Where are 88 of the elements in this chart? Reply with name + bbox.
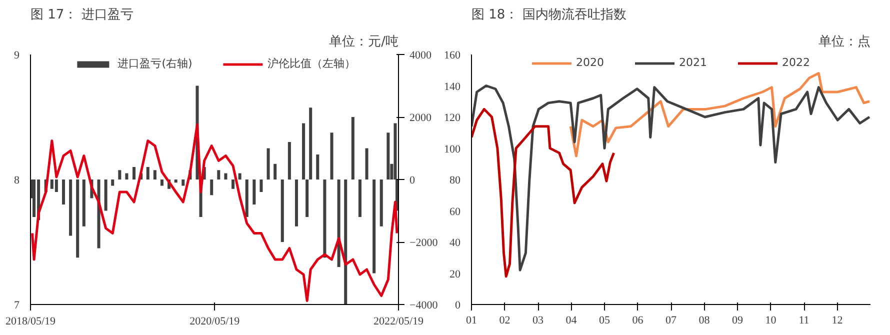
bar: [111, 180, 114, 186]
bar: [224, 173, 228, 180]
legend-label: 2022: [782, 56, 810, 69]
bar: [153, 170, 156, 180]
y2-tick-label: −2000: [410, 237, 438, 249]
x-tick-label: 2020/05/19: [190, 316, 240, 328]
line-series: [472, 108, 616, 278]
line-series: [31, 123, 398, 302]
y-tick-label: 7: [14, 300, 20, 312]
y-tick-label: 40: [450, 237, 461, 249]
bar: [245, 180, 248, 217]
y-tick-label: 0: [455, 300, 461, 312]
chart-title: 图 18： 国内物流吞吐指数: [472, 6, 626, 22]
x-tick-label: 05: [599, 314, 610, 326]
bar: [182, 180, 185, 186]
x-tick-label: 06: [632, 314, 644, 326]
x-tick-label: 09: [732, 314, 744, 326]
x-tick-label: 11: [798, 314, 810, 326]
bar: [118, 170, 122, 180]
y-tick-label: 100: [444, 143, 461, 156]
chart-subtitle: 单位：点: [818, 34, 870, 50]
bar: [210, 180, 214, 196]
line-series: [569, 72, 870, 158]
bar: [260, 180, 263, 192]
bar: [309, 108, 312, 180]
bar: [365, 148, 368, 180]
bar: [344, 180, 348, 304]
bar: [316, 154, 320, 180]
bar: [76, 180, 80, 258]
y-tick-label: 140: [444, 80, 461, 93]
bar: [280, 180, 284, 242]
bar: [386, 132, 390, 180]
bar: [302, 123, 306, 180]
y-tick-label: 9: [14, 50, 20, 62]
bar: [132, 167, 136, 180]
legend-label: 2021: [679, 56, 707, 69]
x-tick-label: 03: [532, 314, 544, 326]
y-tick-label: 60: [450, 206, 461, 218]
y-tick-label: 20: [450, 268, 461, 280]
bar: [69, 180, 72, 236]
bar: [380, 180, 383, 226]
chart-title: 图 17： 进口盈亏: [30, 8, 134, 22]
bar: [82, 180, 86, 226]
legend-label: 沪伦比值（左轴）: [267, 56, 356, 71]
bar: [351, 117, 354, 180]
y2-tick-label: 4000: [410, 50, 432, 62]
y2-tick-label: 2000: [410, 112, 432, 124]
bar: [174, 180, 178, 183]
y2-tick-label: −4000: [410, 300, 438, 312]
bar: [125, 173, 128, 180]
bar: [160, 180, 164, 186]
bar: [306, 180, 309, 217]
y-tick-label: 80: [450, 174, 461, 186]
y2-tick-label: 0: [410, 174, 416, 186]
bar: [238, 173, 242, 180]
bar: [217, 170, 220, 180]
x-tick-label: 02: [499, 314, 510, 326]
bar: [146, 167, 150, 180]
x-tick-label: 07: [666, 314, 677, 326]
legend-label: 2020: [576, 56, 604, 69]
x-tick-label: 2018/05/19: [5, 316, 56, 328]
x-tick-label: 01: [466, 314, 477, 326]
x-tick-label: 04: [566, 314, 578, 326]
bar: [358, 180, 362, 217]
bar: [252, 180, 256, 204]
bar: [337, 180, 340, 267]
bar: [104, 180, 108, 211]
bar: [323, 180, 326, 258]
x-tick-label: 08: [698, 314, 710, 326]
bar: [32, 180, 36, 217]
chart-subtitle: 单位：元/吨: [329, 34, 399, 50]
bar: [232, 180, 235, 189]
bar: [288, 142, 291, 180]
x-tick-label: 12: [832, 314, 843, 326]
bar: [266, 148, 270, 180]
x-tick-label: 10: [765, 314, 777, 326]
bar: [294, 180, 298, 226]
bar: [54, 180, 58, 192]
y-tick-label: 120: [444, 112, 461, 124]
bar: [274, 164, 277, 180]
bar: [62, 180, 66, 204]
bar: [372, 180, 376, 274]
bar: [330, 132, 334, 180]
legend-label: 进口盈亏(右轴): [118, 56, 192, 71]
line-series: [472, 84, 870, 272]
y-tick-label: 160: [444, 50, 461, 62]
y-tick-label: 8: [14, 174, 20, 186]
x-tick-label: 2022/05/19: [373, 316, 424, 328]
